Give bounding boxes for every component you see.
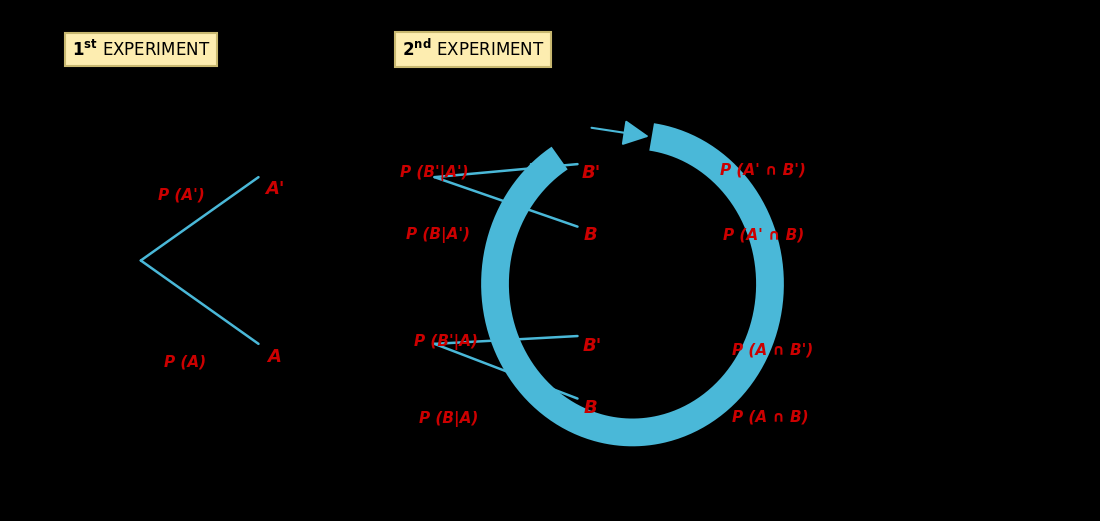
- Text: A': A': [265, 180, 285, 198]
- Text: P (A'): P (A'): [158, 188, 205, 203]
- Text: A: A: [267, 348, 282, 366]
- Text: $\mathbf{2^{nd}}$ EXPERIMENT: $\mathbf{2^{nd}}$ EXPERIMENT: [402, 39, 544, 60]
- Text: P (B|A): P (B|A): [419, 412, 478, 427]
- Text: P (A' ∩ B): P (A' ∩ B): [723, 228, 804, 243]
- Text: P (A' ∩ B'): P (A' ∩ B'): [720, 163, 806, 178]
- Text: P (B|A'): P (B|A'): [406, 228, 470, 243]
- Text: P (A ∩ B): P (A ∩ B): [732, 410, 808, 424]
- Text: P (A): P (A): [164, 355, 206, 369]
- Text: $\mathbf{1^{st}}$ EXPERIMENT: $\mathbf{1^{st}}$ EXPERIMENT: [72, 40, 210, 59]
- Text: B: B: [584, 399, 598, 417]
- Text: P (B'|A): P (B'|A): [414, 334, 477, 350]
- Text: B': B': [583, 337, 603, 355]
- Text: B': B': [582, 164, 601, 182]
- Text: P (B'|A'): P (B'|A'): [400, 165, 469, 181]
- Text: P (A ∩ B'): P (A ∩ B'): [732, 343, 813, 357]
- Text: B: B: [584, 227, 598, 244]
